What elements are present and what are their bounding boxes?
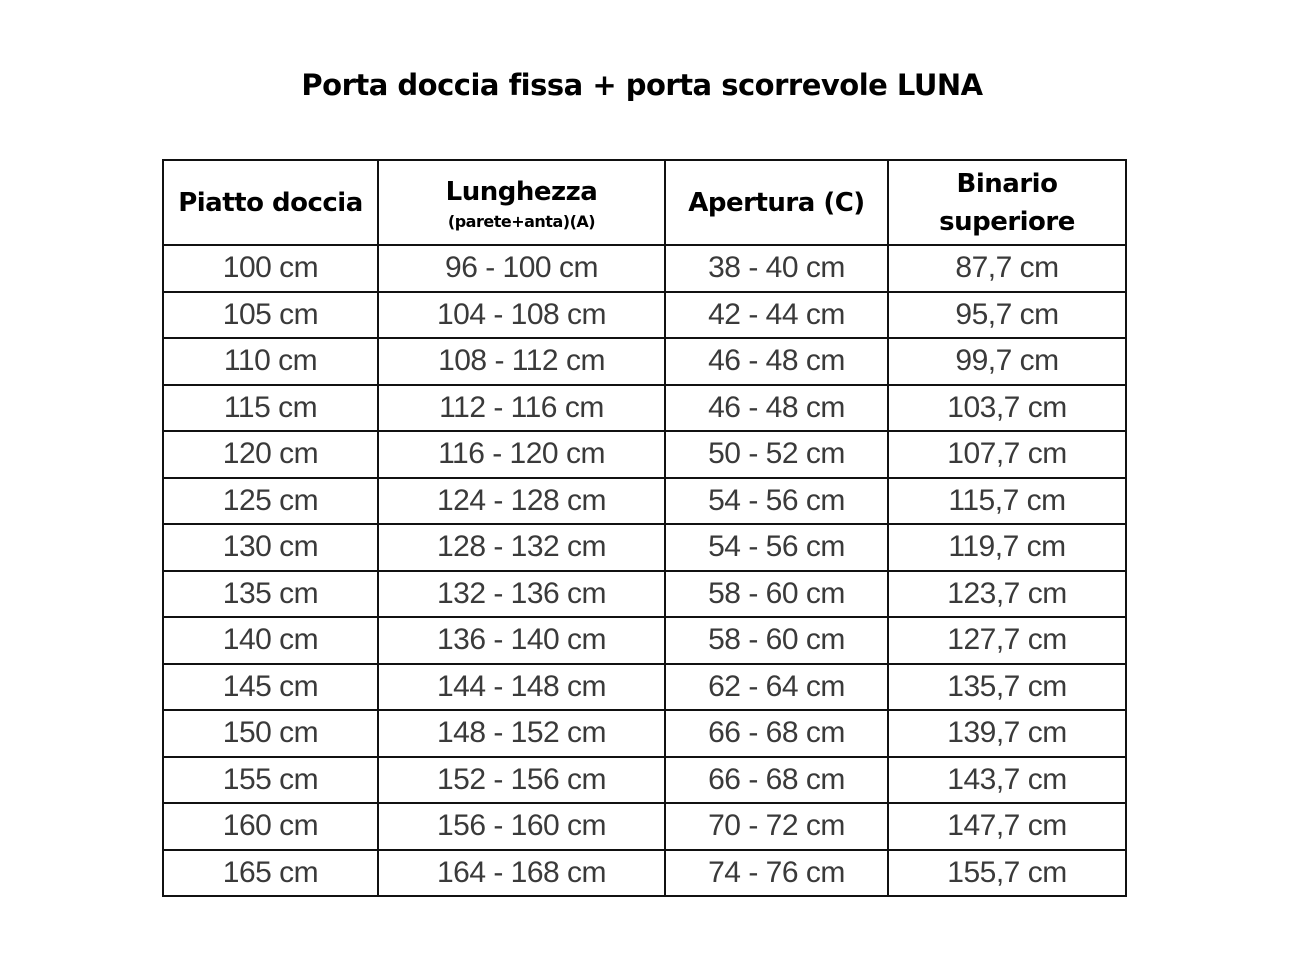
table-row: 155 cm 152 - 156 cm 66 - 68 cm 143,7 cm — [162, 755, 1127, 804]
header-label: Apertura (C) — [688, 187, 865, 218]
cell-lunghezza: 112 - 116 cm — [377, 383, 666, 432]
table-row: 145 cm 144 - 148 cm 62 - 64 cm 135,7 cm — [162, 662, 1127, 711]
cell-piatto-doccia: 120 cm — [162, 430, 379, 479]
table-row: 130 cm 128 - 132 cm 54 - 56 cm 119,7 cm — [162, 523, 1127, 572]
header-label: Binario superiore — [939, 168, 1075, 237]
size-table: Piatto doccia Lunghezza (parete+anta)(A) … — [162, 159, 1127, 897]
header-label: Piatto doccia — [178, 187, 363, 218]
page-title: Porta doccia fissa + porta scorrevole LU… — [301, 68, 983, 102]
table-row: 135 cm 132 - 136 cm 58 - 60 cm 123,7 cm — [162, 569, 1127, 618]
cell-apertura: 58 - 60 cm — [664, 569, 889, 618]
table-row: 150 cm 148 - 152 cm 66 - 68 cm 139,7 cm — [162, 709, 1127, 758]
cell-lunghezza: 108 - 112 cm — [377, 337, 666, 386]
table-row: 100 cm 96 - 100 cm 38 - 40 cm 87,7 cm — [162, 244, 1127, 293]
cell-lunghezza: 132 - 136 cm — [377, 569, 666, 618]
cell-piatto-doccia: 140 cm — [162, 616, 379, 665]
cell-binario-superiore: 99,7 cm — [887, 337, 1127, 386]
cell-apertura: 62 - 64 cm — [664, 662, 889, 711]
cell-binario-superiore: 119,7 cm — [887, 523, 1127, 572]
cell-piatto-doccia: 110 cm — [162, 337, 379, 386]
cell-lunghezza: 116 - 120 cm — [377, 430, 666, 479]
header-piatto-doccia: Piatto doccia — [162, 159, 379, 246]
cell-lunghezza: 164 - 168 cm — [377, 848, 666, 897]
cell-apertura: 46 - 48 cm — [664, 383, 889, 432]
cell-piatto-doccia: 150 cm — [162, 709, 379, 758]
cell-lunghezza: 148 - 152 cm — [377, 709, 666, 758]
cell-lunghezza: 144 - 148 cm — [377, 662, 666, 711]
table-row: 160 cm 156 - 160 cm 70 - 72 cm 147,7 cm — [162, 802, 1127, 851]
cell-apertura: 54 - 56 cm — [664, 476, 889, 525]
cell-binario-superiore: 135,7 cm — [887, 662, 1127, 711]
cell-apertura: 66 - 68 cm — [664, 709, 889, 758]
cell-binario-superiore: 103,7 cm — [887, 383, 1127, 432]
cell-apertura: 50 - 52 cm — [664, 430, 889, 479]
cell-apertura: 66 - 68 cm — [664, 755, 889, 804]
cell-piatto-doccia: 130 cm — [162, 523, 379, 572]
cell-binario-superiore: 123,7 cm — [887, 569, 1127, 618]
cell-lunghezza: 128 - 132 cm — [377, 523, 666, 572]
cell-apertura: 46 - 48 cm — [664, 337, 889, 386]
cell-piatto-doccia: 115 cm — [162, 383, 379, 432]
cell-lunghezza: 96 - 100 cm — [377, 244, 666, 293]
cell-binario-superiore: 115,7 cm — [887, 476, 1127, 525]
cell-lunghezza: 136 - 140 cm — [377, 616, 666, 665]
cell-lunghezza: 124 - 128 cm — [377, 476, 666, 525]
header-row: Piatto doccia Lunghezza (parete+anta)(A) … — [162, 159, 1127, 246]
cell-binario-superiore: 127,7 cm — [887, 616, 1127, 665]
table-row: 110 cm 108 - 112 cm 46 - 48 cm 99,7 cm — [162, 337, 1127, 386]
header-binario: Binario superiore — [887, 159, 1127, 246]
header-lunghezza: Lunghezza (parete+anta)(A) — [377, 159, 666, 246]
cell-binario-superiore: 95,7 cm — [887, 290, 1127, 339]
cell-piatto-doccia: 160 cm — [162, 802, 379, 851]
table-row: 120 cm 116 - 120 cm 50 - 52 cm 107,7 cm — [162, 430, 1127, 479]
header-label: Lunghezza — [445, 176, 598, 207]
cell-piatto-doccia: 125 cm — [162, 476, 379, 525]
cell-apertura: 54 - 56 cm — [664, 523, 889, 572]
table-row: 125 cm 124 - 128 cm 54 - 56 cm 115,7 cm — [162, 476, 1127, 525]
cell-lunghezza: 156 - 160 cm — [377, 802, 666, 851]
cell-apertura: 38 - 40 cm — [664, 244, 889, 293]
cell-lunghezza: 152 - 156 cm — [377, 755, 666, 804]
cell-apertura: 42 - 44 cm — [664, 290, 889, 339]
cell-piatto-doccia: 155 cm — [162, 755, 379, 804]
cell-binario-superiore: 143,7 cm — [887, 755, 1127, 804]
cell-lunghezza: 104 - 108 cm — [377, 290, 666, 339]
table-row: 105 cm 104 - 108 cm 42 - 44 cm 95,7 cm — [162, 290, 1127, 339]
table-row: 140 cm 136 - 140 cm 58 - 60 cm 127,7 cm — [162, 616, 1127, 665]
cell-piatto-doccia: 100 cm — [162, 244, 379, 293]
cell-apertura: 58 - 60 cm — [664, 616, 889, 665]
cell-piatto-doccia: 135 cm — [162, 569, 379, 618]
cell-binario-superiore: 139,7 cm — [887, 709, 1127, 758]
header-sublabel: (parete+anta)(A) — [447, 211, 596, 231]
cell-binario-superiore: 87,7 cm — [887, 244, 1127, 293]
cell-apertura: 70 - 72 cm — [664, 802, 889, 851]
cell-piatto-doccia: 165 cm — [162, 848, 379, 897]
table-row: 165 cm 164 - 168 cm 74 - 76 cm 155,7 cm — [162, 848, 1127, 897]
cell-binario-superiore: 155,7 cm — [887, 848, 1127, 897]
cell-binario-superiore: 107,7 cm — [887, 430, 1127, 479]
cell-apertura: 74 - 76 cm — [664, 848, 889, 897]
cell-binario-superiore: 147,7 cm — [887, 802, 1127, 851]
cell-piatto-doccia: 145 cm — [162, 662, 379, 711]
cell-piatto-doccia: 105 cm — [162, 290, 379, 339]
table-row: 115 cm 112 - 116 cm 46 - 48 cm 103,7 cm — [162, 383, 1127, 432]
header-apertura: Apertura (C) — [664, 159, 889, 246]
